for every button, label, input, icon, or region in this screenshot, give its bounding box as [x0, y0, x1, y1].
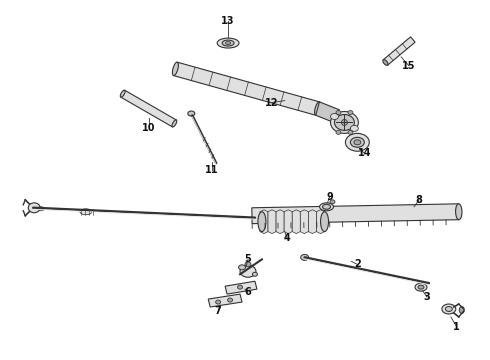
Ellipse shape [216, 300, 220, 304]
Polygon shape [252, 204, 459, 224]
Polygon shape [268, 210, 276, 234]
Ellipse shape [38, 207, 44, 211]
Ellipse shape [383, 60, 388, 66]
Ellipse shape [418, 285, 424, 289]
Ellipse shape [350, 125, 358, 131]
Ellipse shape [322, 204, 331, 209]
Text: 1: 1 [453, 322, 460, 332]
Ellipse shape [348, 130, 353, 134]
Polygon shape [316, 102, 340, 123]
Ellipse shape [345, 133, 369, 151]
Text: 5: 5 [245, 255, 251, 264]
Polygon shape [300, 210, 308, 234]
Ellipse shape [442, 304, 456, 314]
Ellipse shape [225, 41, 231, 45]
Text: 11: 11 [205, 165, 219, 175]
Ellipse shape [415, 283, 427, 291]
Text: 12: 12 [265, 98, 279, 108]
Ellipse shape [348, 111, 353, 114]
Text: 15: 15 [402, 61, 416, 71]
Ellipse shape [172, 120, 177, 127]
Text: 2: 2 [354, 259, 361, 269]
Ellipse shape [240, 265, 256, 277]
Ellipse shape [258, 212, 266, 231]
Ellipse shape [459, 306, 464, 314]
Polygon shape [208, 294, 242, 307]
Ellipse shape [319, 203, 334, 211]
Ellipse shape [121, 90, 125, 97]
Ellipse shape [330, 200, 335, 204]
Ellipse shape [342, 120, 347, 125]
Ellipse shape [456, 204, 462, 220]
Polygon shape [260, 210, 268, 234]
Ellipse shape [336, 111, 341, 114]
Ellipse shape [331, 112, 358, 133]
Ellipse shape [239, 265, 245, 270]
Text: 3: 3 [423, 292, 430, 302]
Ellipse shape [222, 40, 234, 46]
Polygon shape [173, 62, 319, 115]
Ellipse shape [28, 203, 40, 213]
Ellipse shape [238, 285, 243, 289]
Text: 14: 14 [358, 148, 371, 158]
Text: 8: 8 [416, 195, 422, 205]
Ellipse shape [217, 38, 239, 48]
Polygon shape [383, 37, 415, 65]
Text: 4: 4 [283, 233, 290, 243]
Ellipse shape [354, 140, 361, 145]
Ellipse shape [331, 113, 339, 120]
Ellipse shape [350, 137, 365, 147]
Ellipse shape [315, 102, 320, 115]
Ellipse shape [445, 306, 452, 311]
Ellipse shape [335, 114, 354, 130]
Ellipse shape [252, 272, 257, 276]
Ellipse shape [336, 130, 341, 134]
Text: 13: 13 [221, 16, 235, 26]
Polygon shape [284, 210, 292, 234]
Polygon shape [276, 210, 284, 234]
Polygon shape [292, 210, 300, 234]
Ellipse shape [80, 209, 92, 215]
Ellipse shape [188, 111, 195, 116]
Text: 10: 10 [142, 123, 155, 134]
Polygon shape [225, 281, 257, 294]
Text: 7: 7 [215, 306, 221, 316]
Text: 6: 6 [245, 287, 251, 297]
Polygon shape [317, 210, 324, 234]
Ellipse shape [172, 62, 178, 76]
Ellipse shape [320, 212, 328, 231]
Ellipse shape [245, 262, 251, 267]
Text: 9: 9 [326, 192, 333, 202]
Ellipse shape [301, 255, 309, 260]
Polygon shape [308, 210, 317, 234]
Polygon shape [121, 90, 176, 127]
Ellipse shape [227, 298, 233, 302]
